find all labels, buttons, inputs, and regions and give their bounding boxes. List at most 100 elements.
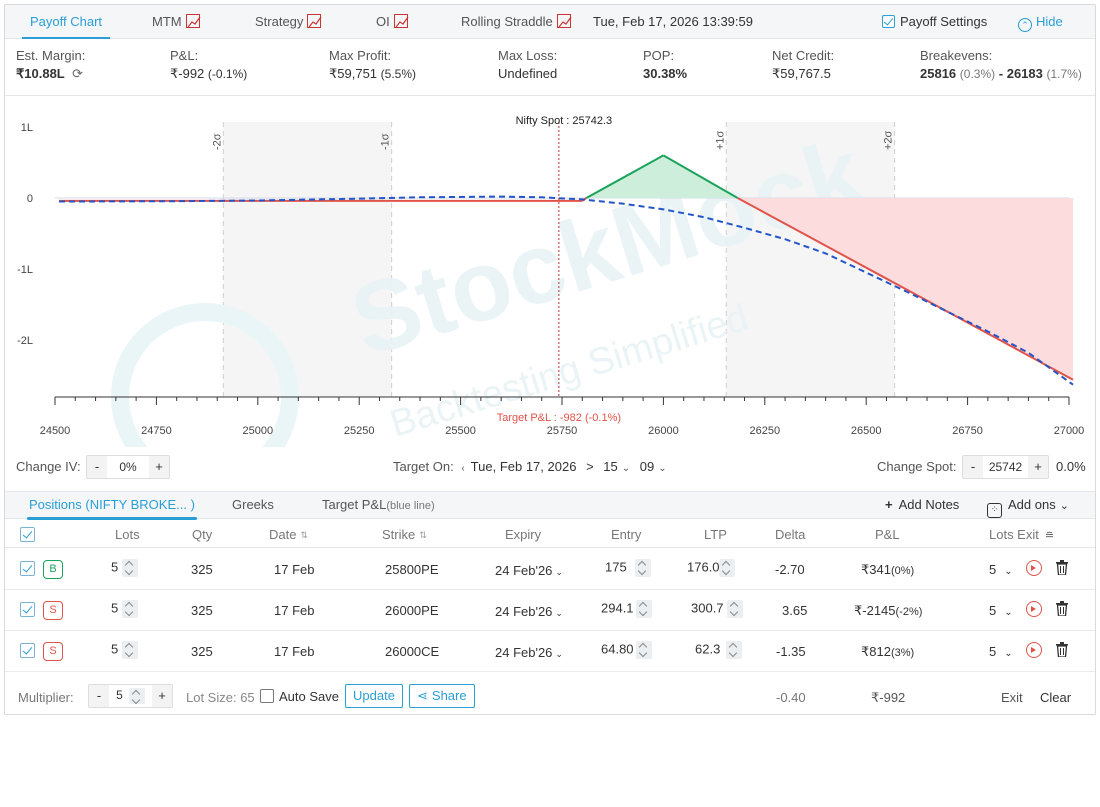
refresh-icon[interactable]: ⟳ [72,66,84,81]
chevron-down-icon: ⌄ [555,567,563,577]
expiry-select[interactable]: 24 Feb'26 ⌄ [495,604,563,619]
tab-rolling-straddle[interactable]: Rolling Straddle [461,12,572,32]
iv-value[interactable]: 0% [119,460,137,474]
trash-icon[interactable] [1056,601,1068,616]
decrement-button[interactable]: - [87,456,107,478]
trash-icon[interactable] [1056,560,1068,575]
payoff-settings-toggle[interactable]: Payoff Settings [882,12,987,32]
tab-greeks[interactable]: Greeks [232,497,274,512]
date-cell: 17 Feb [274,562,315,577]
stat-pop: POP: 30.38% [643,48,687,83]
pnl-pct: (3%) [890,647,915,659]
row-checkbox[interactable] [20,561,35,576]
pnl-pct: (0%) [890,565,915,577]
sigma-label: -1σ [380,133,392,150]
col-lots-exit: Lots Exit ≘ [989,527,1054,542]
tab-label: Target P&L [322,497,387,512]
spot-value[interactable]: 25742 [988,460,1023,474]
lots-stepper[interactable]: 5 [111,641,139,659]
side-badge[interactable]: S [43,642,63,661]
add-ons-button[interactable]: ⁘ Add ons ⌄ [987,497,1069,518]
qty-cell: 325 [191,644,213,659]
entry-stepper[interactable]: 175 [605,559,651,577]
increment-button[interactable]: + [152,685,172,707]
exit-all-button[interactable]: Exit [1001,690,1023,705]
row-checkbox[interactable] [20,643,35,658]
expiry-select[interactable]: 24 Feb'26 ⌄ [495,563,563,578]
sigma-label: +2σ [883,130,895,150]
col-strike[interactable]: Strike ⇅ [382,527,427,542]
updown-icon[interactable] [726,641,743,659]
updown-icon[interactable] [635,600,652,618]
ltp-stepper[interactable]: 62.3 [695,641,743,659]
lots-stepper[interactable]: 5 [111,559,139,577]
tab-oi[interactable]: OI [376,12,409,32]
ltp-stepper[interactable]: 300.7 [691,600,743,618]
chart-icon [556,14,572,28]
multiplier-value[interactable]: 5 [109,688,152,704]
select-all-checkbox[interactable] [20,527,35,542]
ltp-stepper[interactable]: 176.0 [687,559,735,577]
updown-icon[interactable] [718,559,735,577]
chevron-left-icon[interactable]: ‹ [461,463,465,474]
update-button[interactable]: Update [345,684,403,708]
share-button[interactable]: ⋖ Share [409,684,475,708]
change-spot-stepper[interactable]: - 25742 + [962,455,1049,479]
updown-icon[interactable] [726,600,743,618]
increment-button[interactable]: + [1028,456,1048,478]
multiplier-stepper[interactable]: - 5 + [88,684,173,708]
target-hour-select[interactable]: 15 [603,459,618,474]
exit-position-icon[interactable] [1026,601,1042,617]
date-cell: 17 Feb [274,603,315,618]
target-minute-select[interactable]: 09 [639,459,655,474]
table-row: B 5 325 17 Feb 25800PE 24 Feb'26 ⌄ 175 17… [5,549,1095,590]
chevron-down-icon[interactable]: ⌄ [658,463,667,474]
stat-label: Net Credit: [772,48,835,63]
lots-stepper[interactable]: 5 [111,600,139,618]
exit-lots-select[interactable]: 5 ⌄ [989,562,1013,577]
strike-cell: 25800PE [385,562,439,577]
row-checkbox[interactable] [20,602,35,617]
decrement-button[interactable]: - [963,456,983,478]
pnl-cell: ₹812(3%) [861,644,914,660]
side-badge[interactable]: S [43,601,63,620]
target-date[interactable]: Tue, Feb 17, 2026 [470,459,577,474]
side-badge[interactable]: B [43,560,63,579]
entry-value: 175 [605,559,627,575]
exit-position-icon[interactable] [1026,560,1042,576]
sort-lines-icon[interactable]: ≘ [1044,530,1055,542]
increment-button[interactable]: + [149,456,169,478]
change-iv-stepper[interactable]: - 0% + [86,455,170,479]
expiry-select[interactable]: 24 Feb'26 ⌄ [495,645,563,660]
tab-target-pnl[interactable]: Target P&L(blue line) [322,497,435,512]
entry-stepper[interactable]: 64.80 [601,641,652,659]
col-date[interactable]: Date ⇅ [269,527,308,542]
chevron-down-icon[interactable]: ⌄ [621,463,631,474]
add-ons-label: Add ons [1008,497,1056,512]
chart-icon [185,14,201,28]
entry-value: 64.80 [601,641,634,657]
updown-icon[interactable] [128,688,145,704]
sort-icon: ⇅ [419,530,427,540]
entry-stepper[interactable]: 294.1 [601,600,652,618]
updown-icon[interactable] [635,641,652,659]
auto-save-checkbox[interactable]: Auto Save [260,689,339,704]
tab-mtm[interactable]: MTM [152,12,201,32]
tab-positions[interactable]: Positions (NIFTY BROKE... ) [27,497,197,520]
exit-lots-select[interactable]: 5 ⌄ [989,644,1013,659]
updown-icon[interactable] [122,600,139,618]
exit-lots-select[interactable]: 5 ⌄ [989,603,1013,618]
exit-position-icon[interactable] [1026,642,1042,658]
payoff-panel: Payoff Chart MTM Strategy OI Rolling Str… [4,4,1096,715]
updown-icon[interactable] [634,559,651,577]
updown-icon[interactable] [122,641,139,659]
hide-button[interactable]: ⌃ Hide [1018,12,1063,32]
tab-payoff-chart[interactable]: Payoff Chart [21,12,111,39]
trash-icon[interactable] [1056,642,1068,657]
decrement-button[interactable]: - [89,685,109,707]
add-notes-button[interactable]: + Add Notes [885,497,959,512]
clear-button[interactable]: Clear [1040,690,1072,705]
tab-strategy[interactable]: Strategy [255,12,322,32]
updown-icon[interactable] [122,559,139,577]
